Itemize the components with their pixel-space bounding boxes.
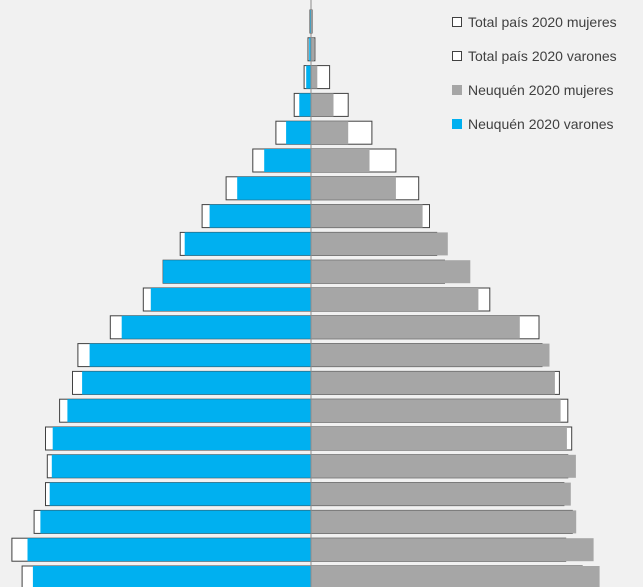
bar-neuquen-2020-mujeres-19 xyxy=(311,510,577,534)
legend-item-neuquen-varones: Neuquén 2020 varones xyxy=(452,115,617,133)
bar-neuquen-2020-mujeres-15 xyxy=(311,399,561,423)
bar-neuquen-2020-mujeres-7 xyxy=(311,176,396,200)
bar-neuquen-2020-varones-2 xyxy=(309,37,311,61)
bar-neuquen-2020-mujeres-4 xyxy=(311,93,334,117)
bar-neuquen-2020-varones-12 xyxy=(121,315,311,339)
bar-neuquen-2020-mujeres-11 xyxy=(311,288,479,311)
bar-neuquen-2020-mujeres-12 xyxy=(311,315,520,339)
bar-neuquen-2020-mujeres-2 xyxy=(311,37,314,61)
legend-item-total-varones: Total país 2020 varones xyxy=(452,47,617,65)
bar-neuquen-2020-varones-9 xyxy=(184,232,311,256)
bar-neuquen-2020-mujeres-14 xyxy=(311,371,555,395)
bar-neuquen-2020-mujeres-17 xyxy=(311,454,576,478)
bar-neuquen-2020-varones-6 xyxy=(264,149,311,172)
bar-neuquen-2020-mujeres-5 xyxy=(311,121,349,145)
legend-swatch-neuquen-varones xyxy=(452,119,462,129)
legend-swatch-total-mujeres xyxy=(452,17,462,27)
bar-neuquen-2020-varones-14 xyxy=(82,371,311,395)
bar-neuquen-2020-mujeres-10 xyxy=(311,260,471,284)
legend-item-total-mujeres: Total país 2020 mujeres xyxy=(452,13,617,31)
bar-neuquen-2020-varones-13 xyxy=(89,343,311,367)
bar-neuquen-2020-mujeres-21 xyxy=(311,566,600,587)
bar-neuquen-2020-mujeres-3 xyxy=(311,65,318,89)
bar-neuquen-2020-varones-3 xyxy=(306,65,311,89)
bar-neuquen-2020-varones-11 xyxy=(150,288,311,311)
bar-neuquen-2020-varones-21 xyxy=(32,566,312,587)
legend-label-total-mujeres: Total país 2020 mujeres xyxy=(468,14,617,30)
legend-item-neuquen-mujeres: Neuquén 2020 mujeres xyxy=(452,81,617,99)
legend-swatch-total-varones xyxy=(452,51,462,61)
bar-neuquen-2020-mujeres-13 xyxy=(311,343,550,367)
bar-neuquen-2020-mujeres-8 xyxy=(311,204,423,228)
bar-neuquen-2020-mujeres-6 xyxy=(311,149,370,172)
legend-label-neuquen-varones: Neuquén 2020 varones xyxy=(468,116,614,132)
bar-neuquen-2020-varones-10 xyxy=(163,260,311,284)
bar-neuquen-2020-varones-4 xyxy=(299,93,311,117)
legend-label-neuquen-mujeres: Neuquén 2020 mujeres xyxy=(468,82,614,98)
bar-neuquen-2020-varones-7 xyxy=(237,176,311,200)
bar-neuquen-2020-varones-5 xyxy=(286,121,311,145)
bar-neuquen-2020-varones-20 xyxy=(27,538,311,562)
bar-neuquen-2020-mujeres-20 xyxy=(311,538,594,562)
bar-neuquen-2020-mujeres-16 xyxy=(311,427,567,450)
bar-neuquen-2020-varones-16 xyxy=(52,427,311,450)
legend-swatch-neuquen-mujeres xyxy=(452,85,462,95)
bar-neuquen-2020-varones-17 xyxy=(51,454,312,478)
chart-legend: Total país 2020 mujeres Total país 2020 … xyxy=(452,13,617,149)
bar-neuquen-2020-mujeres-9 xyxy=(311,232,448,256)
bar-neuquen-2020-varones-19 xyxy=(40,510,312,534)
bar-neuquen-2020-varones-18 xyxy=(49,482,311,506)
bar-neuquen-2020-varones-8 xyxy=(209,204,311,228)
bar-neuquen-2020-varones-15 xyxy=(67,399,312,423)
bar-neuquen-2020-mujeres-18 xyxy=(311,482,571,506)
legend-label-total-varones: Total país 2020 varones xyxy=(468,48,617,64)
